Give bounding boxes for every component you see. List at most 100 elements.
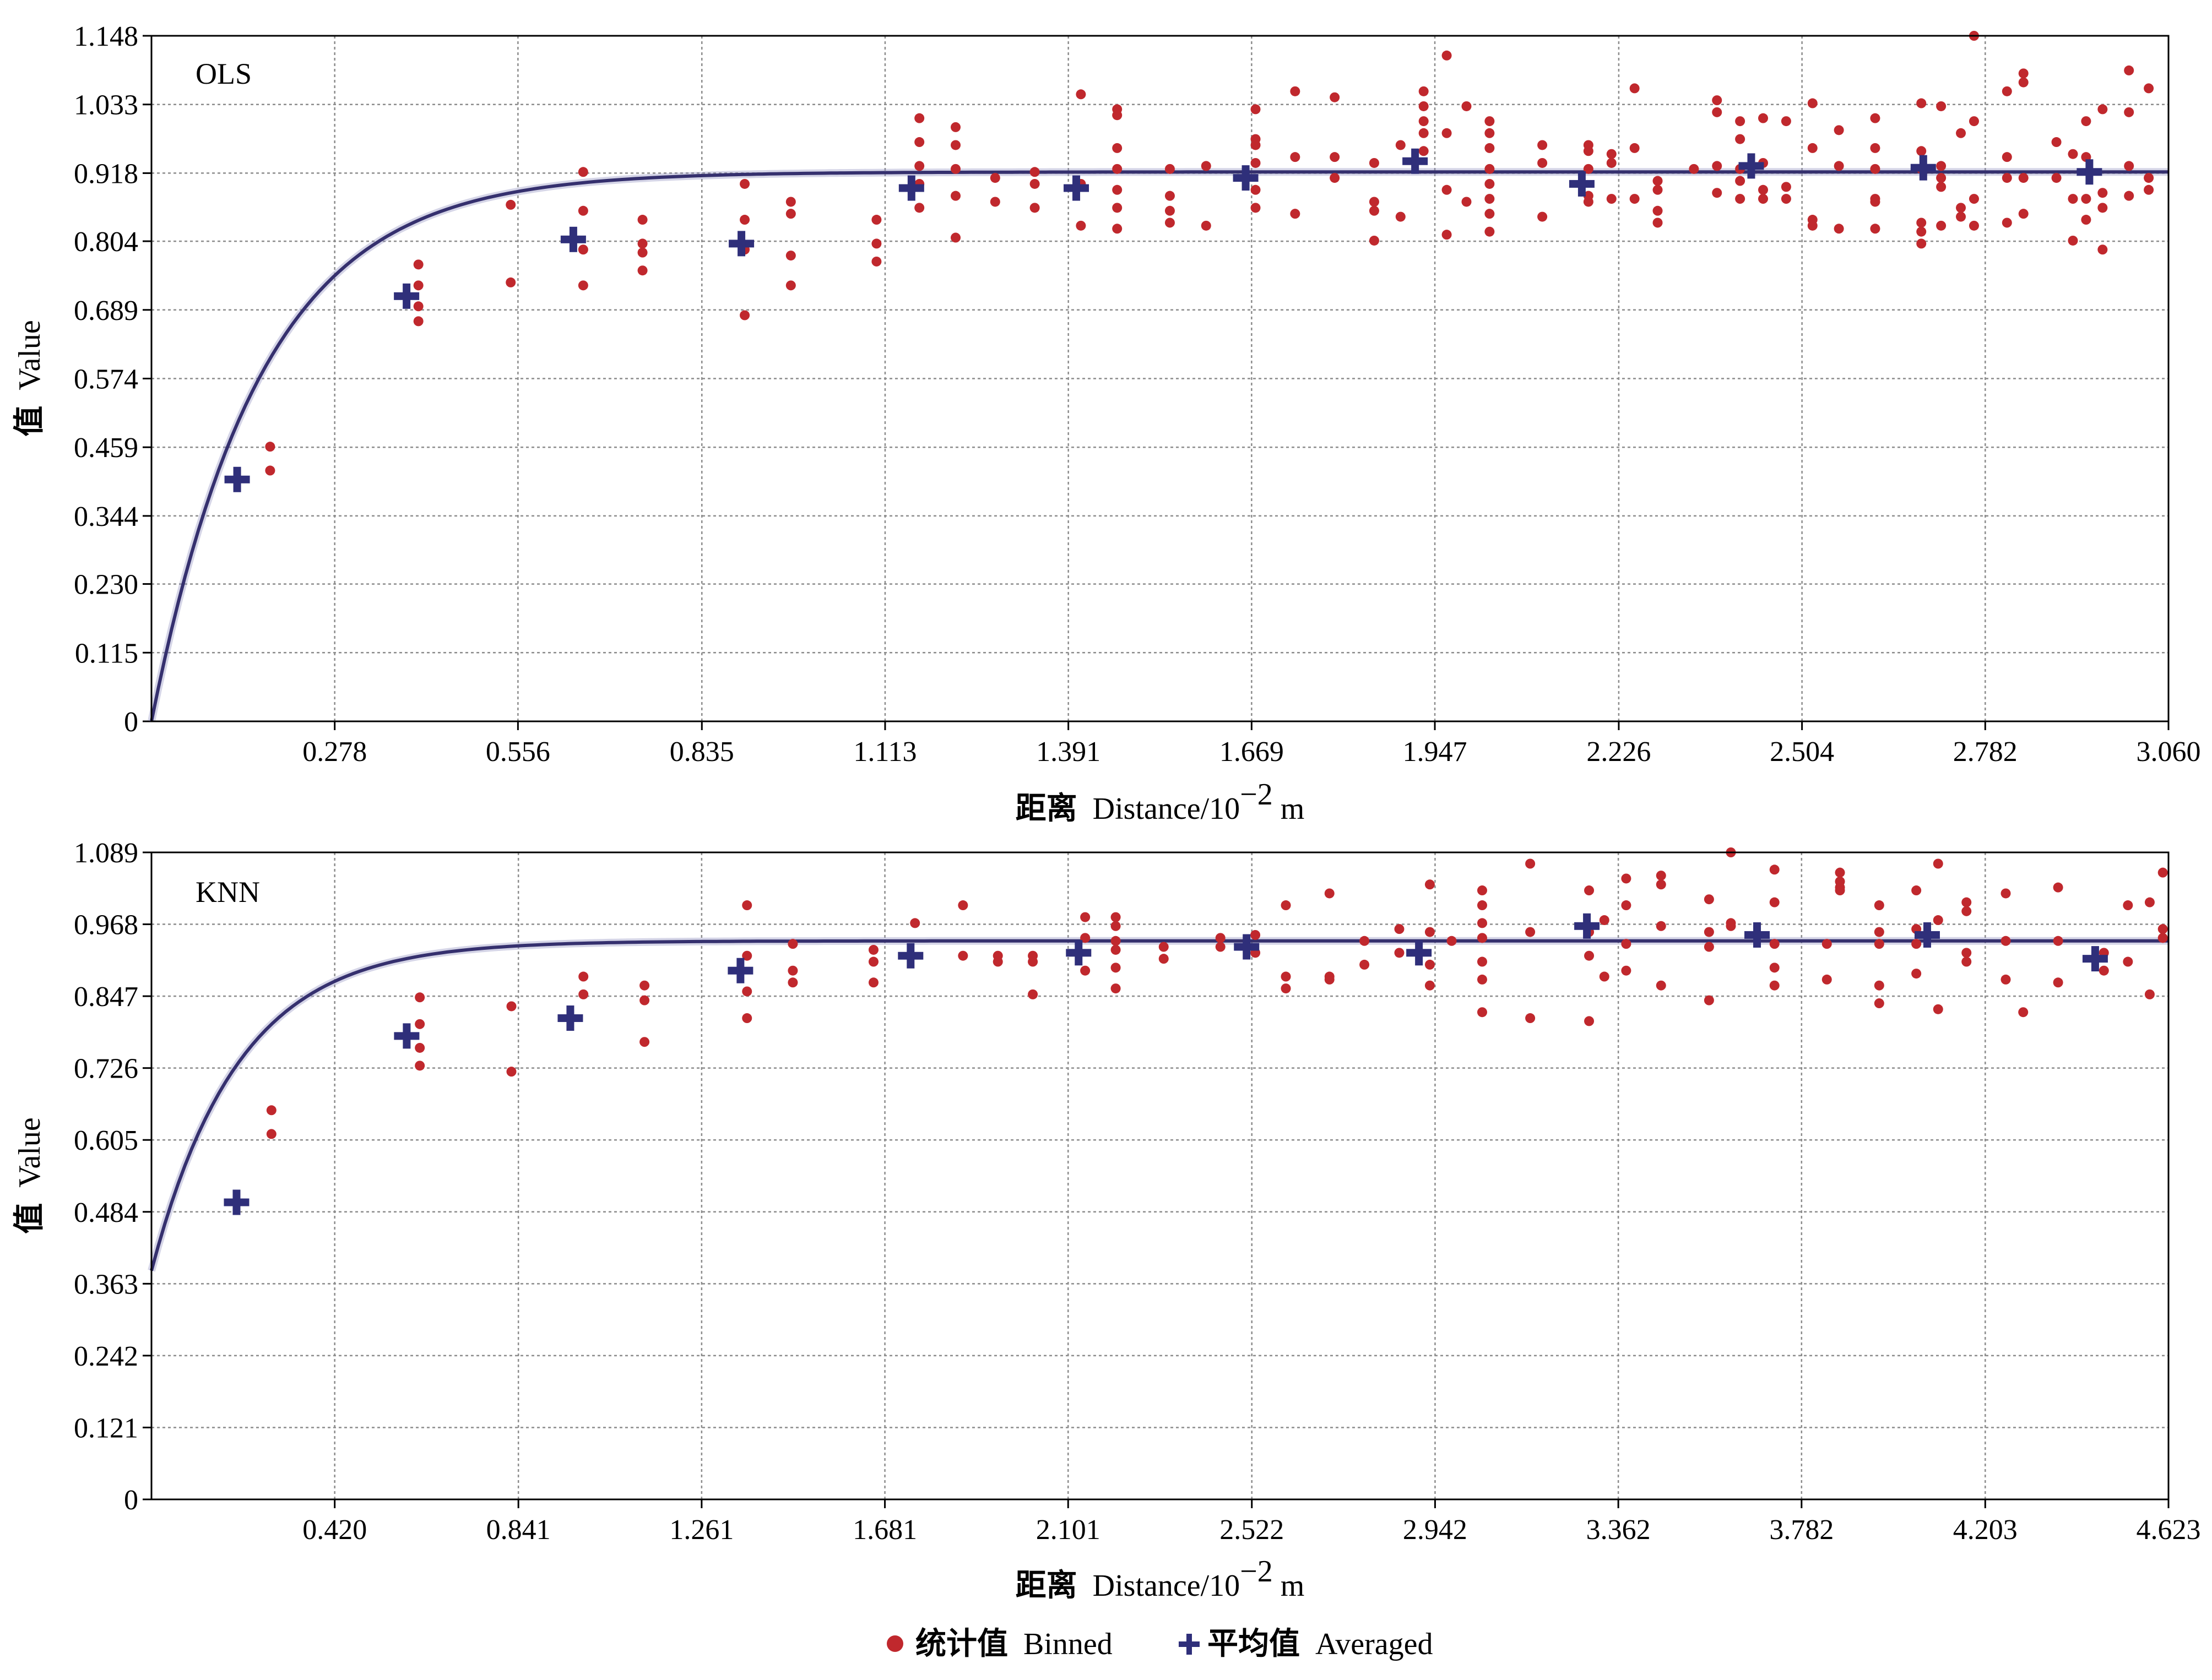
ols-binned-point (1330, 152, 1340, 162)
knn-averaged-point-vbar (1075, 940, 1083, 966)
knn-binned-point (1769, 963, 1780, 973)
ols-binned-point (740, 310, 750, 320)
ols-binned-point (1652, 176, 1663, 186)
ols-averaged-point (898, 175, 924, 201)
ols-averaged-point-vbar (738, 231, 746, 257)
knn-binned-point (1110, 921, 1121, 931)
ols-binned-point (2124, 65, 2134, 75)
ols-binned-point (1369, 197, 1379, 207)
ols-binned-point (2002, 173, 2012, 183)
knn-binned-point (1158, 942, 1169, 952)
ols-binned-point (871, 215, 882, 225)
ols-binned-point (1164, 164, 1175, 174)
knn-x-tick-label: 4.203 (1953, 1514, 2018, 1546)
ols-x-axis-title: 距离 Distance/10−2 m (1016, 778, 1305, 827)
ols-y-tick-label: 0.459 (74, 432, 138, 464)
knn-binned-point (1424, 927, 1435, 937)
ols-binned-point (2051, 137, 2062, 148)
knn-averaged-point-vbar (2091, 946, 2099, 972)
ols-averaged-point (1910, 155, 1936, 181)
knn-binned-point (1158, 954, 1169, 964)
ols-binned-point (1870, 164, 1880, 174)
ols-binned-point (413, 280, 424, 291)
ols-y-tick-label: 0.574 (74, 364, 138, 395)
ols-y-tick-label: 0.918 (74, 158, 138, 189)
ols-x-tick-label: 2.226 (1586, 736, 1651, 768)
ols-binned-point (1936, 182, 1947, 192)
knn-binned-point (1599, 915, 1609, 926)
ols-binned-point (1330, 92, 1340, 102)
knn-binned-point (1874, 927, 1884, 937)
ols-binned-point (413, 316, 424, 327)
knn-averaged-point-vbar (736, 958, 745, 983)
knn-binned-point (958, 950, 968, 961)
ols-binned-point (785, 251, 796, 261)
ols-binned-point (1201, 220, 1211, 231)
ols-binned-point (1758, 113, 1769, 123)
knn-binned-point (1874, 900, 1884, 911)
knn-binned-point (639, 1037, 650, 1047)
ols-x-tick-label: 1.113 (853, 736, 917, 768)
ols-x-tick-label: 1.669 (1219, 736, 1284, 768)
ols-binned-point (1484, 116, 1495, 127)
knn-binned-point (1874, 998, 1884, 1009)
legend-binned-label: 统计值 Binned (915, 1626, 1113, 1662)
knn-binned-point (1110, 912, 1121, 922)
ols-binned-point (1112, 164, 1123, 174)
ols-binned-point (1029, 203, 1040, 213)
ols-y-tick-label: 1.033 (74, 90, 138, 121)
ols-binned-point (1689, 164, 1699, 174)
ols-binned-point (2124, 191, 2134, 201)
ols-binned-point (951, 122, 961, 132)
ols-binned-point (1418, 116, 1429, 127)
ols-binned-point (1484, 226, 1495, 237)
ols-averaged-point-vbar (569, 226, 577, 252)
ols-binned-point (1484, 209, 1495, 219)
ols-binned-point (1441, 50, 1452, 61)
ols-binned-point (1112, 184, 1123, 195)
knn-binned-point (1933, 1004, 1943, 1014)
legend-binned-en: Binned (1023, 1627, 1113, 1661)
knn-binned-point (1704, 995, 1714, 1005)
knn-binned-point (2144, 897, 2155, 907)
ols-binned-point (1418, 128, 1429, 138)
knn-y-tick-label: 0.242 (74, 1341, 138, 1372)
knn-y-tick-label: 0.968 (74, 910, 138, 941)
knn-averaged-point (1574, 913, 1600, 939)
ols-binned-point (1916, 146, 1927, 156)
ols-y-tick-label: 0.115 (75, 638, 138, 669)
knn-averaged-point (1914, 922, 1940, 948)
ols-binned-point (785, 209, 796, 219)
knn-binned-point (2157, 933, 2168, 943)
knn-averaged-point-vbar (1243, 934, 1251, 960)
ols-binned-point (2002, 218, 2012, 228)
knn-binned-point (578, 989, 589, 999)
ols-binned-point (1418, 146, 1429, 156)
ols-binned-point (1076, 89, 1086, 100)
ols-binned-point (2018, 173, 2029, 183)
ols-binned-point (1583, 164, 1593, 174)
knn-binned-point (1525, 927, 1536, 937)
knn-xlabel-exp: −2 (1240, 1554, 1273, 1589)
ols-binned-point (1834, 224, 1844, 234)
ols-binned-point (2068, 194, 2078, 204)
ols-y-tick-label: 0.689 (74, 295, 138, 327)
knn-binned-point (958, 900, 968, 911)
knn-averaged-point-vbar (566, 1005, 574, 1031)
knn-binned-point (1835, 885, 1845, 896)
knn-binned-point (742, 986, 752, 997)
ols-binned-point (951, 164, 961, 174)
ols-binned-point (951, 232, 961, 243)
ols-binned-point (1290, 86, 1300, 96)
ols-averaged-point (1233, 165, 1259, 191)
knn-binned-point (639, 995, 650, 1005)
ols-binned-point (2144, 83, 2154, 94)
ols-binned-point (1870, 224, 1880, 234)
knn-y-tick-label: 0.121 (74, 1412, 138, 1444)
knn-binned-point (788, 939, 798, 949)
ols-binned-point (1484, 164, 1495, 174)
ols-binned-point (1029, 167, 1040, 177)
knn-binned-point (2018, 1007, 2029, 1018)
ols-binned-point (413, 259, 424, 270)
knn-binned-point (1477, 933, 1487, 943)
